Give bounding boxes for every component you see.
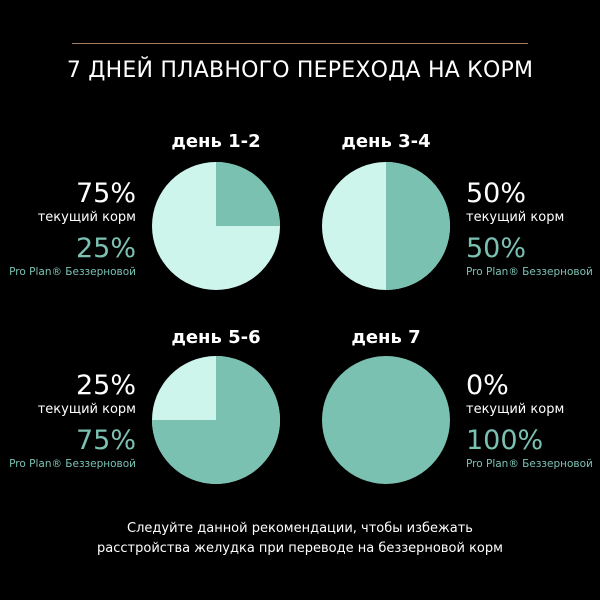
new-food-label: Pro Plan® Беззерновой	[466, 266, 593, 278]
pie-slice-pro-plan	[152, 356, 280, 484]
current-food-percent: 50%	[466, 178, 527, 209]
top-divider	[72, 43, 528, 44]
stats-day-1-2: 75% текущий корм 25% Pro Plan® Беззернов…	[9, 180, 136, 278]
new-food-percent: 25%	[75, 233, 136, 264]
current-food-label: текущий корм	[466, 210, 565, 225]
footer-line-1: Следуйте данной рекомендации, чтобы избе…	[127, 521, 473, 536]
page-title: 7 ДНЕЙ ПЛАВНОГО ПЕРЕХОДА НА КОРМ	[66, 58, 534, 83]
pie-slice-current-food	[322, 356, 450, 484]
current-food-label: текущий корм	[37, 402, 136, 417]
stats-day-3-4: 50% текущий корм 50% Pro Plan® Беззернов…	[466, 180, 593, 278]
current-food-percent: 0%	[466, 370, 509, 401]
day-label-3-4: день 3-4	[341, 131, 431, 152]
current-food-percent: 75%	[75, 178, 136, 209]
new-food-label: Pro Plan® Беззерновой	[9, 458, 136, 470]
new-food-label: Pro Plan® Беззерновой	[466, 458, 593, 470]
footer-line-2: расстройства желудка при переводе на без…	[97, 541, 503, 556]
footer-note: Следуйте данной рекомендации, чтобы избе…	[0, 519, 600, 559]
new-food-percent: 100%	[466, 425, 544, 456]
current-food-label: текущий корм	[37, 210, 136, 225]
pie-chart-day-3-4	[322, 162, 450, 290]
pie-chart-day-1-2	[152, 162, 280, 290]
new-food-percent: 75%	[75, 425, 136, 456]
pie-slice-pro-plan	[386, 162, 450, 290]
stats-day-7: 0% текущий корм 100% Pro Plan® Беззернов…	[466, 372, 593, 470]
pie-chart-day-7	[322, 356, 450, 484]
current-food-percent: 25%	[75, 370, 136, 401]
day-label-7: день 7	[351, 327, 421, 348]
pie-slice-pro-plan	[216, 162, 280, 226]
new-food-label: Pro Plan® Беззерновой	[9, 266, 136, 278]
stats-day-5-6: 25% текущий корм 75% Pro Plan® Беззернов…	[9, 372, 136, 470]
current-food-label: текущий корм	[466, 402, 565, 417]
day-label-1-2: день 1-2	[171, 131, 261, 152]
new-food-percent: 50%	[466, 233, 527, 264]
pie-chart-day-5-6	[152, 356, 280, 484]
day-label-5-6: день 5-6	[171, 327, 261, 348]
